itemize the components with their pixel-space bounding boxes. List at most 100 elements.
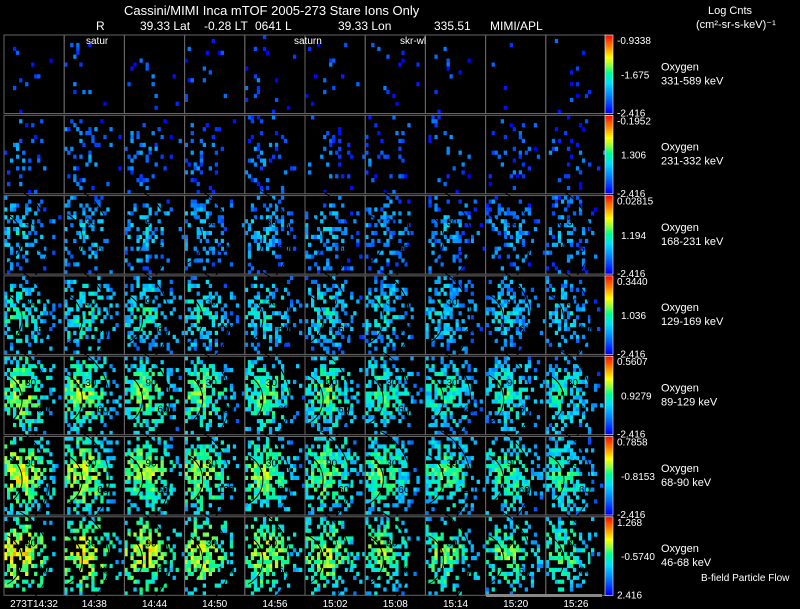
pitch-angle-contour xyxy=(127,294,144,344)
colorbar-segment xyxy=(605,72,613,75)
heatmap-pixel xyxy=(554,307,559,312)
heatmap-pixel xyxy=(208,487,212,492)
heatmap-pixel xyxy=(43,368,47,373)
heatmap-pixel xyxy=(64,326,68,332)
heatmap-pixel xyxy=(274,326,279,332)
colorbar-min-label: -2.416 xyxy=(617,349,646,360)
colorbar-segment xyxy=(605,221,613,224)
heatmap-pixel xyxy=(184,448,188,453)
heatmap-pixel xyxy=(259,460,264,465)
heatmap-pixel xyxy=(329,138,333,143)
heatmap-pixel xyxy=(43,166,47,171)
heatmap-pixel xyxy=(274,471,279,476)
heatmap-pixel xyxy=(386,334,390,339)
contour-label: 90 xyxy=(146,458,158,469)
heatmap-pixel xyxy=(37,419,41,424)
heatmap-pixel xyxy=(548,227,553,232)
heatmap-pixel xyxy=(205,399,209,404)
heatmap-pixel xyxy=(371,178,375,183)
heatmap-pixel xyxy=(136,471,140,476)
heatmap-pixel xyxy=(151,467,155,473)
heatmap-pixel xyxy=(515,266,519,271)
heatmap-pixel xyxy=(211,440,215,445)
colorbar-segment xyxy=(605,346,613,349)
heatmap-pixel xyxy=(85,471,89,476)
colorbar-segment xyxy=(605,97,613,101)
heatmap-pixel xyxy=(332,334,336,339)
heatmap-pixel xyxy=(64,246,68,251)
heatmap-pixel xyxy=(268,467,273,473)
heatmap-pixel xyxy=(199,403,203,408)
heatmap-pixel xyxy=(67,199,71,204)
heatmap-pixel xyxy=(31,138,35,143)
heatmap-pixel xyxy=(136,134,140,140)
heatmap-pixel xyxy=(377,399,381,404)
heatmap-pixel xyxy=(548,283,553,288)
heatmap-pixel xyxy=(404,227,408,232)
heatmap-pixel xyxy=(419,387,423,392)
heatmap-pixel xyxy=(467,58,471,63)
heatmap-pixel xyxy=(247,246,252,251)
colorbar-segment xyxy=(605,152,613,155)
heatmap-pixel xyxy=(247,507,252,512)
heatmap-pixel xyxy=(85,234,89,239)
heatmap-pixel xyxy=(575,93,580,99)
heatmap-pixel xyxy=(277,154,282,159)
heatmap-pixel xyxy=(46,311,50,316)
heatmap-pixel xyxy=(4,360,8,365)
heatmap-pixel xyxy=(377,46,381,51)
heatmap-pixel xyxy=(94,448,98,453)
heatmap-pixel xyxy=(259,452,264,457)
heatmap-pixel xyxy=(512,426,516,432)
heatmap-pixel xyxy=(25,250,29,255)
heatmap-pixel xyxy=(52,219,56,224)
heatmap-pixel xyxy=(443,131,447,136)
heatmap-pixel xyxy=(527,356,531,361)
heatmap-pixel xyxy=(106,460,110,465)
heatmap-pixel xyxy=(31,356,35,361)
heatmap-pixel xyxy=(446,62,450,67)
heatmap-pixel xyxy=(485,387,489,392)
heatmap-pixel xyxy=(509,295,513,300)
heatmap-pixel xyxy=(440,219,444,224)
heatmap-pixel xyxy=(226,448,230,453)
heatmap-pixel xyxy=(470,395,474,400)
heatmap-pixel xyxy=(76,464,80,469)
heatmap-pixel xyxy=(217,299,221,304)
heatmap-pixel xyxy=(79,448,83,453)
heatmap-pixel xyxy=(524,407,528,412)
heatmap-pixel xyxy=(13,142,17,147)
heatmap-pixel xyxy=(82,238,86,243)
heatmap-pixel xyxy=(268,142,273,147)
pitch-angle-contour xyxy=(428,214,445,264)
heatmap-pixel xyxy=(271,379,276,384)
heatmap-pixel xyxy=(82,448,86,453)
heatmap-pixel xyxy=(85,440,89,445)
heatmap-pixel xyxy=(205,403,209,408)
heatmap-pixel xyxy=(130,158,134,163)
heatmap-pixel xyxy=(506,326,510,332)
heatmap-pixel xyxy=(244,426,249,432)
heatmap-pixel xyxy=(431,368,435,373)
heatmap-pixel xyxy=(232,391,237,396)
heatmap-pixel xyxy=(79,436,83,441)
colorbar-segment xyxy=(605,421,613,424)
heatmap-pixel xyxy=(467,279,471,284)
heatmap-pixel xyxy=(262,364,267,369)
heatmap-pixel xyxy=(329,330,333,335)
heatmap-pixel xyxy=(440,395,444,400)
heatmap-pixel xyxy=(467,315,471,320)
pitch-angle-contour xyxy=(19,190,50,288)
heatmap-pixel xyxy=(554,38,559,44)
heatmap-pixel xyxy=(277,503,282,508)
heatmap-pixel xyxy=(130,211,134,216)
colorbar-segment xyxy=(605,119,613,122)
heatmap-pixel xyxy=(214,411,218,416)
heatmap-pixel xyxy=(509,123,513,128)
heatmap-pixel xyxy=(386,90,390,95)
heatmap-pixel xyxy=(428,311,432,316)
heatmap-pixel xyxy=(214,315,218,320)
heatmap-pixel xyxy=(259,499,264,504)
heatmap-pixel xyxy=(280,436,285,441)
heatmap-pixel xyxy=(404,311,408,316)
